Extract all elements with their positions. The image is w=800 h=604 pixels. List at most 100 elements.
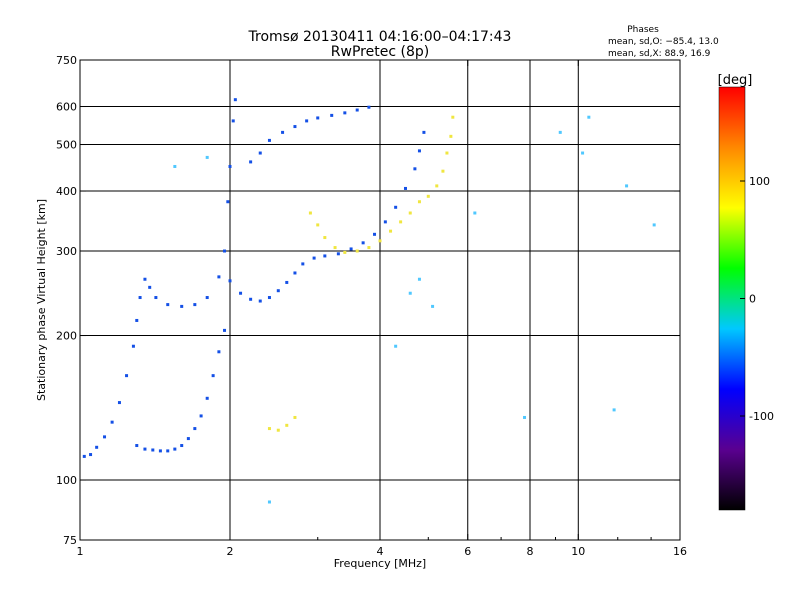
data-point <box>217 350 221 354</box>
data-point <box>293 415 297 419</box>
data-point <box>258 151 262 155</box>
data-point <box>312 256 316 260</box>
data-point <box>403 186 407 190</box>
data-point <box>336 252 340 256</box>
data-point <box>217 275 221 279</box>
data-point <box>166 449 170 453</box>
data-point <box>166 303 170 307</box>
y-tick-label: 500 <box>56 139 77 152</box>
data-point <box>180 444 184 448</box>
data-point <box>422 130 426 134</box>
data-point <box>394 205 398 209</box>
colorbar-label: [deg] <box>718 73 753 88</box>
data-point <box>103 435 107 439</box>
data-point <box>267 296 271 300</box>
data-point <box>431 304 435 308</box>
data-point <box>426 194 430 198</box>
data-point <box>330 113 334 117</box>
phases-box-title: Phases <box>627 25 659 35</box>
data-point <box>281 130 285 134</box>
phases-x-stats: mean, sd,X: 88.9, 16.9 <box>608 49 711 59</box>
data-point <box>239 291 243 295</box>
data-point <box>131 344 135 348</box>
grid-lines <box>80 60 680 540</box>
data-point <box>293 125 297 129</box>
data-point <box>399 220 403 224</box>
data-point <box>451 115 455 119</box>
data-point <box>223 249 227 253</box>
data-point <box>233 98 237 102</box>
data-point <box>612 408 616 412</box>
data-point <box>285 423 289 427</box>
data-point <box>394 344 398 348</box>
data-point <box>383 220 387 224</box>
x-tick-label: 1 <box>77 545 84 558</box>
data-point <box>389 229 393 233</box>
data-point <box>205 396 209 400</box>
data-point <box>228 164 232 168</box>
data-point <box>173 164 177 168</box>
data-point <box>276 289 280 293</box>
data-point <box>316 223 320 227</box>
phase-colorbar: [deg] -100 0 100 <box>718 73 774 511</box>
data-point <box>301 262 305 266</box>
phases-o-stats: mean, sd,O: −85.4, 13.0 <box>608 37 719 47</box>
data-point <box>323 254 327 258</box>
data-point <box>293 271 297 275</box>
data-point <box>267 138 271 142</box>
data-point <box>135 444 139 448</box>
x-tick-label: 6 <box>464 545 471 558</box>
data-point <box>473 211 477 215</box>
data-point <box>285 280 289 284</box>
data-point <box>276 428 280 432</box>
x-axis: 1 2 4 6 8 10 16 <box>77 60 687 558</box>
data-point <box>652 223 656 227</box>
data-point <box>258 299 262 303</box>
data-point <box>267 500 271 504</box>
y-tick-label: 100 <box>56 474 77 487</box>
y-axis: 75 100 200 300 400 500 600 750 <box>56 54 680 547</box>
data-point <box>305 119 309 123</box>
data-point <box>249 297 253 301</box>
data-point <box>82 454 86 458</box>
colorbar-tick-label: 100 <box>749 175 770 188</box>
data-point <box>148 285 152 289</box>
data-point <box>367 105 371 109</box>
data-points <box>82 98 656 504</box>
data-point <box>417 277 421 281</box>
x-tick-label: 10 <box>571 545 585 558</box>
data-point <box>199 414 203 418</box>
data-point <box>158 449 162 453</box>
data-point <box>211 374 215 378</box>
data-point <box>625 184 629 188</box>
colorbar-tick-label: -100 <box>749 410 774 423</box>
data-point <box>343 111 347 115</box>
data-point <box>587 115 591 119</box>
data-point <box>417 149 421 153</box>
data-point <box>413 167 417 171</box>
data-point <box>417 200 421 204</box>
data-point <box>143 277 147 281</box>
data-point <box>361 241 365 245</box>
data-point <box>135 318 139 322</box>
data-point <box>408 211 412 215</box>
x-tick-label: 8 <box>527 545 534 558</box>
data-point <box>249 160 253 164</box>
data-point <box>449 134 453 138</box>
data-point <box>343 250 347 254</box>
data-point <box>445 151 449 155</box>
y-tick-label: 600 <box>56 101 77 114</box>
data-point <box>154 296 158 300</box>
data-point <box>373 232 377 236</box>
data-point <box>89 453 93 457</box>
y-tick-label: 300 <box>56 245 77 258</box>
chart-title: Tromsø 20130411 04:16:00–04:17:43 <box>248 29 512 45</box>
data-point <box>558 130 562 134</box>
data-point <box>267 427 271 431</box>
x-tick-label: 2 <box>227 545 234 558</box>
y-tick-label: 400 <box>56 185 77 198</box>
data-point <box>193 427 197 431</box>
x-axis-label: Frequency [MHz] <box>334 557 426 570</box>
